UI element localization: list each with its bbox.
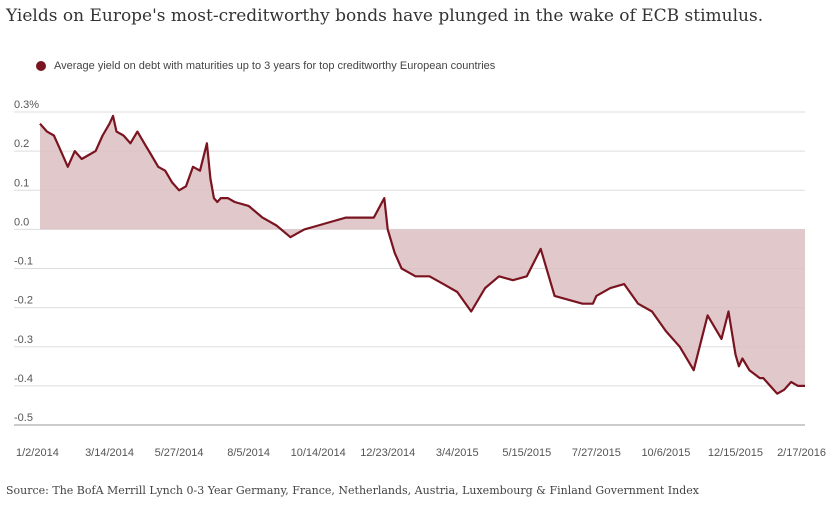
y-tick-label: -0.1 — [14, 256, 33, 268]
yield-line — [39, 114, 805, 395]
y-tick-label: 0.3% — [14, 99, 39, 111]
legend-marker — [36, 61, 46, 71]
y-tick-label: 0.1 — [14, 177, 29, 189]
x-tick-label: 2/17/2016 — [777, 447, 826, 459]
chart-title: Yields on Europe's most-creditworthy bon… — [6, 6, 764, 26]
x-tick-label: 12/15/2015 — [708, 447, 763, 459]
legend: Average yield on debt with maturities up… — [36, 60, 495, 72]
x-axis-ticks: 1/2/2014 3/14/2014 5/27/2014 8/5/2014 10/14/… — [16, 447, 826, 459]
x-tick-label: 8/5/2014 — [227, 447, 270, 459]
x-tick-label: 12/23/2014 — [360, 447, 415, 459]
y-tick-label: -0.4 — [14, 373, 33, 385]
y-tick-label: -0.2 — [14, 295, 33, 307]
y-axis-ticks: 0.3% 0.2 0.1 0.0 -0.1 -0.2 -0.3 -0.4 -0.5 — [14, 99, 39, 424]
x-tick-label: 10/6/2015 — [641, 447, 690, 459]
x-tick-label: 5/15/2015 — [502, 447, 551, 459]
x-tick-label: 5/27/2014 — [155, 447, 204, 459]
x-tick-label: 7/27/2015 — [572, 447, 621, 459]
y-tick-label: 0.2 — [14, 138, 29, 150]
legend-label: Average yield on debt with maturities up… — [54, 60, 496, 72]
y-tick-label: -0.3 — [14, 334, 33, 346]
x-tick-label: 1/2/2014 — [16, 447, 59, 459]
x-tick-label: 3/14/2014 — [85, 447, 134, 459]
x-tick-label: 3/4/2015 — [436, 447, 479, 459]
source-note: Source: The BofA Merrill Lynch 0-3 Year … — [6, 484, 699, 497]
y-tick-label: 0.0 — [14, 216, 29, 228]
y-tick-label: -0.5 — [14, 412, 33, 424]
x-tick-label: 10/14/2014 — [291, 447, 346, 459]
yield-area-fill — [40, 115, 805, 394]
